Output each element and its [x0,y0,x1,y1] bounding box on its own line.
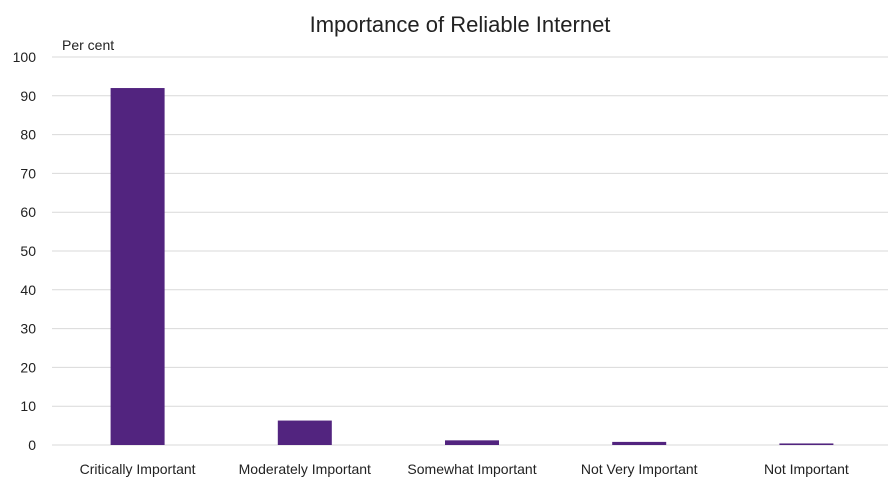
bar [612,441,667,445]
y-tick-label: 50 [20,243,36,259]
x-tick-label: Not Important [764,461,849,477]
x-tick-label: Somewhat Important [407,461,536,477]
bar [277,420,332,445]
y-tick-label: 10 [20,398,36,414]
gridlines [52,56,888,446]
y-tick-label: 90 [20,88,36,104]
y-tick-label: 70 [20,165,36,181]
y-tick-label: 100 [13,49,37,65]
y-tick-label: 0 [28,437,36,453]
x-tick-labels: Critically Important Moderately Important… [80,461,849,477]
y-tick-label: 20 [20,359,36,375]
y-tick-label: 40 [20,282,36,298]
bar [779,443,834,445]
x-tick-label: Moderately Important [239,461,371,477]
bars [110,88,834,445]
y-tick-labels: 0 10 20 30 40 50 60 70 80 90 100 [13,49,37,453]
x-tick-label: Not Very Important [581,461,698,477]
bar [445,440,499,445]
y-tick-label: 80 [20,127,36,143]
y-axis-label: Per cent [62,37,114,53]
y-tick-label: 60 [20,204,36,220]
chart-title: Importance of Reliable Internet [310,12,611,37]
bar [110,88,165,445]
x-tick-label: Critically Important [80,461,196,477]
y-tick-label: 30 [20,321,36,337]
